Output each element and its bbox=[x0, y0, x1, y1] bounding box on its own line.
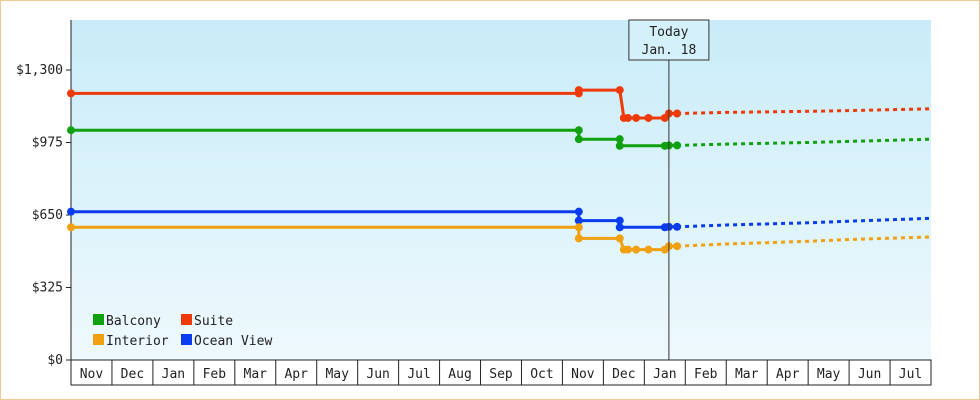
series-point-ocean-view bbox=[673, 222, 682, 231]
legend-swatch-suite bbox=[181, 314, 192, 325]
series-point-interior bbox=[67, 223, 75, 232]
series-point-suite bbox=[615, 86, 624, 95]
legend-swatch-balcony bbox=[93, 314, 104, 325]
x-tick-label: Jan bbox=[653, 367, 676, 382]
series-layer bbox=[67, 86, 932, 254]
x-tick-label: Jun bbox=[858, 367, 881, 382]
x-axis-band bbox=[70, 359, 932, 386]
series-point-balcony bbox=[615, 141, 624, 150]
legend-label-ocean-view: Ocean View bbox=[194, 334, 272, 349]
axes: $0 $325 $650 $975 $1,300 Nov Dec Jan Feb Mar Apr Ma… bbox=[16, 20, 932, 386]
legend-swatch-interior bbox=[93, 334, 104, 345]
x-tick-label: May bbox=[325, 367, 349, 382]
series-point-suite bbox=[644, 113, 653, 122]
series-forecast-suite bbox=[677, 107, 932, 115]
x-tick-label: Jun bbox=[366, 367, 389, 382]
x-tick-label: May bbox=[817, 367, 841, 382]
x-tick-label: Nov bbox=[571, 367, 595, 382]
series-point-ocean-view bbox=[574, 207, 583, 216]
x-tick-label: Apr bbox=[284, 367, 308, 382]
legend-label-interior: Interior bbox=[106, 334, 169, 349]
series-forecast-balcony bbox=[677, 137, 932, 147]
x-tick-label: Jan bbox=[162, 367, 185, 382]
x-tick-label: Nov bbox=[80, 367, 104, 382]
series-point-ocean-view bbox=[615, 216, 624, 225]
series-point-interior bbox=[623, 245, 632, 254]
series-point-suite bbox=[673, 109, 682, 118]
legend: Balcony Suite Interior Ocean View bbox=[93, 314, 272, 349]
x-tick-label: Sep bbox=[489, 367, 513, 382]
x-tick-label: Dec bbox=[121, 367, 144, 382]
series-point-ocean-view bbox=[67, 207, 75, 216]
plot-area bbox=[71, 20, 931, 360]
legend-label-suite: Suite bbox=[194, 314, 233, 329]
series-point-suite bbox=[632, 113, 641, 122]
series-point-balcony bbox=[673, 141, 682, 150]
y-tick-label: $975 bbox=[32, 136, 63, 151]
series-point-interior bbox=[574, 234, 583, 243]
legend-label-balcony: Balcony bbox=[106, 314, 161, 329]
x-tick-label: Aug bbox=[448, 367, 471, 382]
today-date-label: Jan. 18 bbox=[642, 43, 697, 58]
series-point-ocean-view bbox=[615, 223, 624, 232]
series-point-balcony bbox=[67, 126, 75, 135]
x-tick-label: Feb bbox=[203, 367, 227, 382]
series-point-interior bbox=[574, 223, 583, 232]
series-point-suite bbox=[67, 89, 75, 98]
series-point-balcony bbox=[574, 135, 583, 144]
x-tick-label: Jul bbox=[407, 367, 430, 382]
x-tick-label: Jul bbox=[899, 367, 922, 382]
today-box bbox=[628, 19, 710, 61]
x-tick-label: Oct bbox=[530, 367, 553, 382]
today-marker: Today Jan. 18 bbox=[628, 19, 710, 360]
y-tick-label: $650 bbox=[32, 208, 63, 223]
y-tick-label: $1,300 bbox=[16, 63, 63, 78]
series-point-suite bbox=[574, 86, 583, 95]
series-forecast-ocean-view bbox=[677, 216, 932, 229]
legend-swatch-ocean-view bbox=[181, 334, 192, 345]
x-tick-label: Feb bbox=[694, 367, 718, 382]
series-forecast-interior bbox=[677, 235, 932, 248]
series-point-suite bbox=[623, 113, 632, 122]
x-tick-label: Mar bbox=[244, 367, 268, 382]
x-tick-label: Apr bbox=[776, 367, 800, 382]
series-point-balcony bbox=[615, 135, 624, 144]
series-point-interior bbox=[673, 242, 682, 251]
series-point-interior bbox=[644, 245, 653, 254]
x-tick-label: Mar bbox=[735, 367, 759, 382]
series-point-interior bbox=[615, 234, 624, 243]
series-point-interior bbox=[632, 245, 641, 254]
series-point-ocean-view bbox=[574, 216, 583, 225]
y-tick-label: $0 bbox=[47, 353, 63, 368]
today-label: Today bbox=[649, 25, 688, 40]
y-tick-label: $325 bbox=[32, 281, 63, 296]
series-point-balcony bbox=[574, 126, 583, 135]
x-tick-label: Dec bbox=[612, 367, 635, 382]
